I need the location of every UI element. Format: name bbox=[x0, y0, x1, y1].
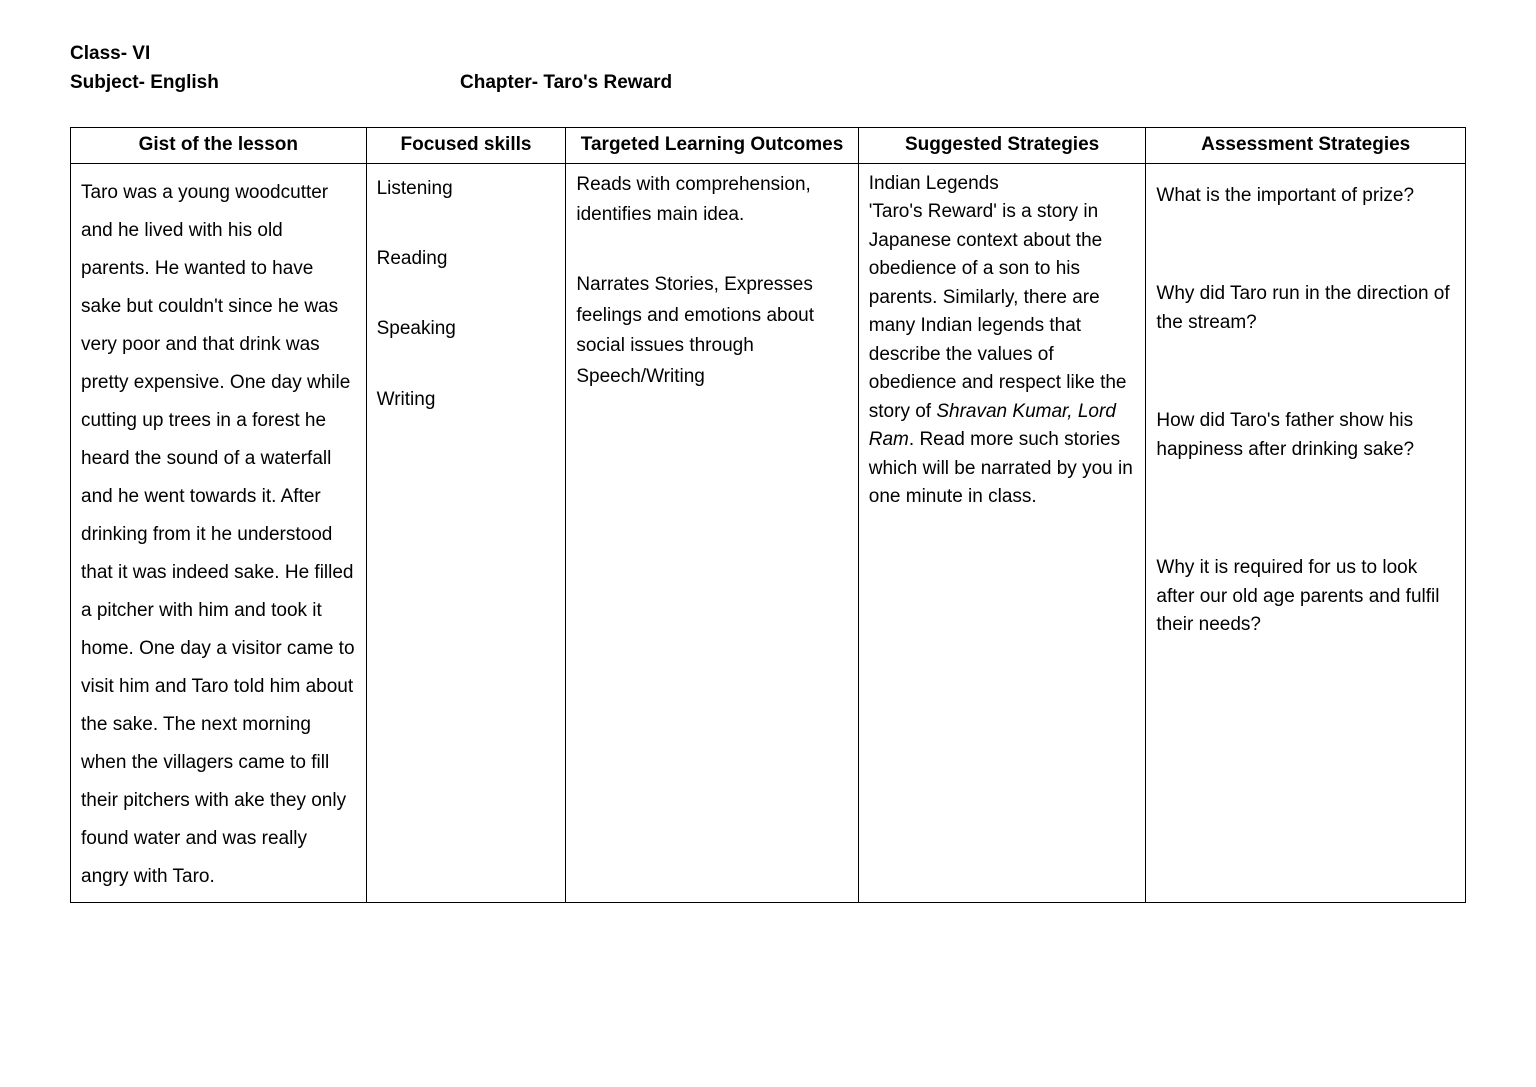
col-header-skills: Focused skills bbox=[366, 128, 566, 164]
col-header-gist: Gist of the lesson bbox=[71, 128, 367, 164]
col-header-strategies: Suggested Strategies bbox=[858, 128, 1146, 164]
outcomes-cell: Reads with comprehension, identifies mai… bbox=[566, 163, 858, 902]
assessment-q2: Why did Taro run in the direction of the… bbox=[1156, 280, 1455, 337]
gist-cell: Taro was a young woodcutter and he lived… bbox=[71, 163, 367, 902]
table-row: Taro was a young woodcutter and he lived… bbox=[71, 163, 1466, 902]
outcome-1: Reads with comprehension, identifies mai… bbox=[576, 170, 847, 231]
col-header-outcomes: Targeted Learning Outcomes bbox=[566, 128, 858, 164]
skill-speaking: Speaking bbox=[377, 314, 556, 344]
strategy-text-post: . Read more such stories which will be n… bbox=[869, 429, 1133, 507]
assessment-q3: How did Taro's father show his happiness… bbox=[1156, 407, 1455, 464]
skill-writing: Writing bbox=[377, 385, 556, 415]
strategy-content: Indian Legends 'Taro's Reward' is a stor… bbox=[869, 170, 1136, 512]
strategy-title: Indian Legends bbox=[869, 173, 999, 194]
strategies-cell: Indian Legends 'Taro's Reward' is a stor… bbox=[858, 163, 1146, 902]
skill-reading: Reading bbox=[377, 244, 556, 274]
table-header-row: Gist of the lesson Focused skills Target… bbox=[71, 128, 1466, 164]
skill-listening: Listening bbox=[377, 174, 556, 204]
header-row-2: Subject- English Chapter- Taro's Reward bbox=[70, 69, 1466, 98]
class-label: Class- VI bbox=[70, 40, 1466, 69]
skills-cell: Listening Reading Speaking Writing bbox=[366, 163, 566, 902]
strategy-text-pre: 'Taro's Reward' is a story in Japanese c… bbox=[869, 201, 1127, 422]
lesson-plan-table: Gist of the lesson Focused skills Target… bbox=[70, 127, 1466, 903]
assessment-q1: What is the important of prize? bbox=[1156, 182, 1455, 211]
col-header-assessment: Assessment Strategies bbox=[1146, 128, 1466, 164]
assessment-q4: Why it is required for us to look after … bbox=[1156, 554, 1455, 640]
assessment-cell: What is the important of prize? Why did … bbox=[1146, 163, 1466, 902]
subject-label: Subject- English bbox=[70, 69, 460, 98]
document-header: Class- VI Subject- English Chapter- Taro… bbox=[70, 40, 1466, 97]
outcome-2: Narrates Stories, Expresses feelings and… bbox=[576, 270, 847, 392]
chapter-label: Chapter- Taro's Reward bbox=[460, 69, 1466, 98]
